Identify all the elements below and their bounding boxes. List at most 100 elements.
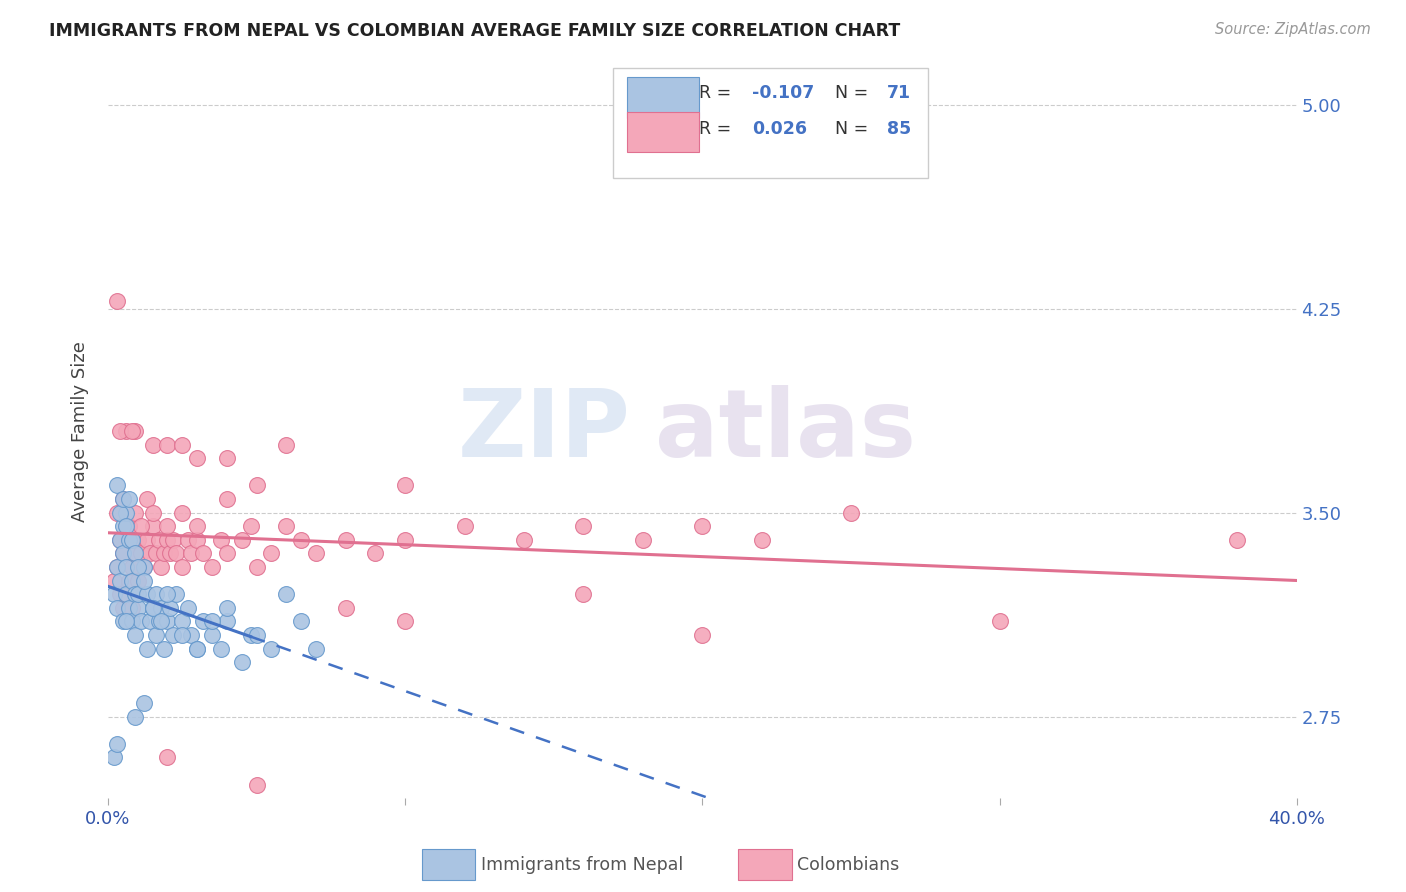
- Point: [132, 560, 155, 574]
- Point: [364, 546, 387, 560]
- Point: [103, 587, 125, 601]
- Point: [135, 491, 157, 506]
- Point: [105, 506, 128, 520]
- Point: [111, 519, 134, 533]
- FancyBboxPatch shape: [627, 78, 699, 118]
- Point: [111, 491, 134, 506]
- Point: [162, 533, 184, 547]
- Point: [129, 615, 152, 629]
- Point: [156, 750, 179, 764]
- Point: [692, 628, 714, 642]
- Point: [751, 533, 773, 547]
- Point: [692, 519, 714, 533]
- Point: [124, 628, 146, 642]
- Point: [201, 560, 224, 574]
- Point: [186, 533, 208, 547]
- Text: Source: ZipAtlas.com: Source: ZipAtlas.com: [1215, 22, 1371, 37]
- Point: [153, 641, 176, 656]
- Point: [132, 696, 155, 710]
- Point: [111, 546, 134, 560]
- Point: [108, 533, 131, 547]
- Point: [156, 533, 179, 547]
- Point: [124, 506, 146, 520]
- Point: [105, 478, 128, 492]
- Point: [121, 574, 143, 588]
- Y-axis label: Average Family Size: Average Family Size: [72, 341, 89, 522]
- Point: [305, 641, 328, 656]
- Point: [394, 478, 416, 492]
- Point: [201, 628, 224, 642]
- Point: [186, 519, 208, 533]
- Point: [114, 519, 136, 533]
- Point: [121, 424, 143, 438]
- Text: R =: R =: [699, 120, 737, 137]
- Point: [121, 615, 143, 629]
- Point: [142, 600, 165, 615]
- Point: [209, 533, 232, 547]
- Point: [245, 778, 267, 792]
- Point: [276, 438, 298, 452]
- Point: [335, 600, 357, 615]
- Point: [105, 560, 128, 574]
- Point: [118, 491, 141, 506]
- Point: [127, 533, 149, 547]
- Point: [156, 587, 179, 601]
- Text: Colombians: Colombians: [797, 855, 900, 874]
- Point: [191, 615, 214, 629]
- Point: [127, 600, 149, 615]
- Point: [103, 574, 125, 588]
- Point: [335, 533, 357, 547]
- Point: [172, 628, 194, 642]
- Point: [145, 628, 167, 642]
- Point: [148, 533, 170, 547]
- Point: [245, 478, 267, 492]
- Point: [145, 546, 167, 560]
- Point: [118, 600, 141, 615]
- Point: [135, 641, 157, 656]
- Point: [839, 506, 862, 520]
- Point: [114, 424, 136, 438]
- Point: [631, 533, 654, 547]
- Point: [145, 587, 167, 601]
- Point: [201, 615, 224, 629]
- Point: [177, 600, 200, 615]
- Point: [105, 600, 128, 615]
- Point: [135, 533, 157, 547]
- Point: [245, 560, 267, 574]
- Point: [124, 546, 146, 560]
- Point: [142, 506, 165, 520]
- Text: IMMIGRANTS FROM NEPAL VS COLOMBIAN AVERAGE FAMILY SIZE CORRELATION CHART: IMMIGRANTS FROM NEPAL VS COLOMBIAN AVERA…: [49, 22, 900, 40]
- Point: [215, 615, 238, 629]
- Text: N =: N =: [835, 120, 875, 137]
- Point: [135, 587, 157, 601]
- Point: [124, 546, 146, 560]
- Point: [159, 600, 181, 615]
- Point: [156, 519, 179, 533]
- Point: [127, 560, 149, 574]
- Point: [111, 600, 134, 615]
- Point: [453, 519, 475, 533]
- Point: [124, 424, 146, 438]
- Point: [215, 451, 238, 466]
- Point: [127, 574, 149, 588]
- Point: [156, 615, 179, 629]
- Text: atlas: atlas: [655, 385, 915, 477]
- Text: Immigrants from Nepal: Immigrants from Nepal: [481, 855, 683, 874]
- Point: [162, 628, 184, 642]
- Point: [108, 574, 131, 588]
- Point: [988, 615, 1011, 629]
- Point: [111, 491, 134, 506]
- Point: [105, 293, 128, 308]
- Point: [118, 533, 141, 547]
- Point: [276, 519, 298, 533]
- Point: [129, 546, 152, 560]
- Point: [239, 628, 262, 642]
- Point: [172, 560, 194, 574]
- Point: [215, 546, 238, 560]
- Point: [114, 560, 136, 574]
- Point: [290, 615, 312, 629]
- Point: [186, 451, 208, 466]
- Point: [290, 533, 312, 547]
- Point: [172, 438, 194, 452]
- Text: R =: R =: [699, 85, 737, 103]
